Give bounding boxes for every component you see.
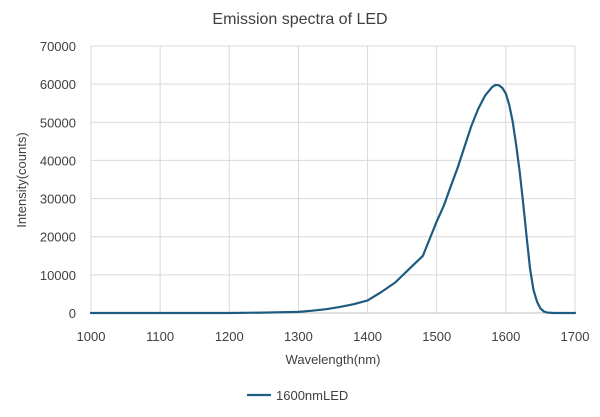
y-tick-label: 50000 xyxy=(40,115,76,130)
x-tick-label: 1400 xyxy=(353,329,382,344)
x-tick-label: 1100 xyxy=(146,329,174,344)
legend-label: 1600nmLED xyxy=(276,388,348,403)
x-tick-label: 1700 xyxy=(561,329,590,344)
y-tick-label: 60000 xyxy=(40,77,76,92)
x-tick-label: 1200 xyxy=(215,329,244,344)
x-tick-label: 1000 xyxy=(77,329,106,344)
y-tick-label: 0 xyxy=(69,306,76,321)
x-axis-label: Wavelength(nm) xyxy=(286,352,381,367)
gridlines xyxy=(90,45,576,314)
y-tick-label: 40000 xyxy=(40,153,76,168)
y-tick-label: 30000 xyxy=(40,192,76,207)
series-line xyxy=(89,83,577,315)
series-layer xyxy=(89,83,577,315)
x-tick-label: 1500 xyxy=(422,329,451,344)
axis-ticks: 0 10000 20000 30000 40000 50000 60000 70000 1000… xyxy=(40,39,590,344)
y-tick-label: 70000 xyxy=(40,39,76,54)
x-tick-label: 1600 xyxy=(491,329,520,344)
y-tick-label: 20000 xyxy=(40,230,76,245)
x-tick-label: 1300 xyxy=(284,329,313,344)
legend: 1600nmLED xyxy=(247,388,348,403)
y-axis-label: Intensity(counts) xyxy=(14,132,29,227)
chart-title: Emission spectra of LED xyxy=(212,11,387,28)
y-tick-label: 10000 xyxy=(40,268,76,283)
